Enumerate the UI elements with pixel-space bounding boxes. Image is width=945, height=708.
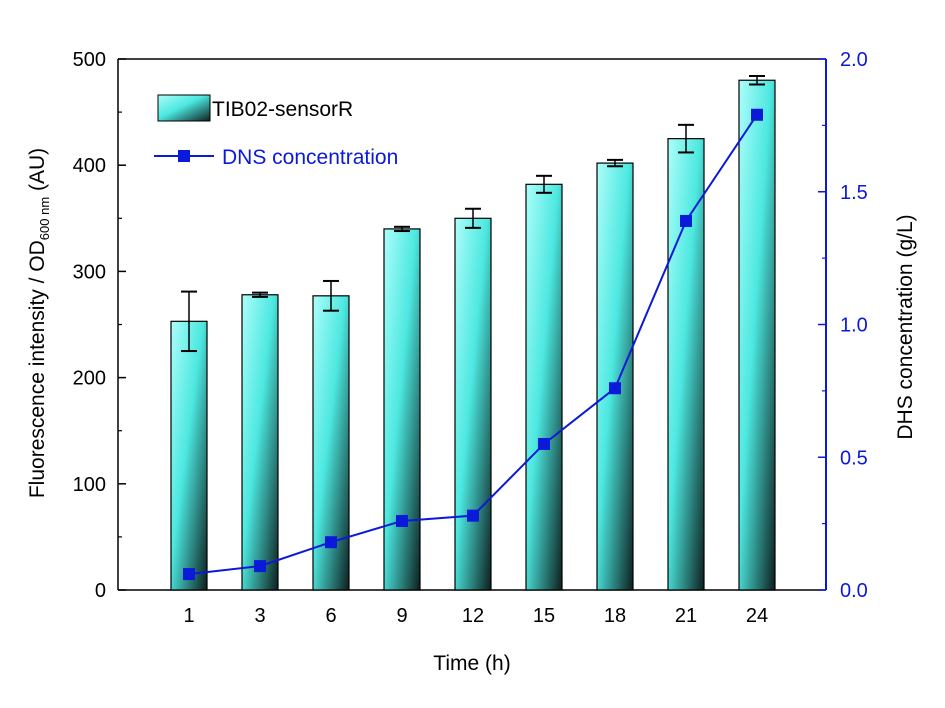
bar: [667, 138, 705, 591]
left-tick-label: 400: [73, 155, 106, 177]
bar: [596, 162, 634, 591]
x-tick-label: 21: [675, 605, 697, 627]
left-axis-ticks: 0 100 200 300 400 500: [73, 49, 126, 602]
right-tick-label: 0.0: [840, 580, 868, 602]
dns-point: [538, 437, 550, 450]
dns-point: [183, 568, 195, 581]
x-tick-label: 3: [254, 605, 265, 627]
left-tick-label: 200: [73, 368, 106, 390]
legend-line-label: DNS concentration: [222, 146, 398, 169]
left-tick-label: 0: [95, 580, 106, 602]
x-tick-label: 15: [533, 605, 555, 627]
dns-point: [609, 382, 621, 395]
y2-axis-title: DHS concentration (g/L): [894, 214, 917, 439]
dns-point: [680, 214, 692, 227]
dns-point: [396, 514, 408, 527]
legend: TIB02-sensorR DNS concentration: [154, 94, 398, 169]
x-axis-ticks: 1 3 6 9 12 15 18 21 24: [183, 584, 768, 627]
bar: [738, 79, 776, 591]
x-tick-label: 12: [462, 605, 484, 627]
y-axis-title: Fluorescence intensity / OD600 nm (AU): [26, 148, 52, 498]
x-tick-label: 9: [396, 605, 407, 627]
left-tick-label: 100: [73, 474, 106, 496]
left-tick-label: 300: [73, 261, 106, 283]
bar: [241, 294, 279, 591]
dns-point: [751, 108, 763, 121]
right-axis-ticks: 0.0 0.5 1.0 1.5 2.0: [818, 49, 868, 602]
left-tick-label: 500: [73, 49, 106, 71]
x-axis-title: Time (h): [433, 652, 510, 675]
bar: [454, 217, 492, 591]
right-tick-label: 0.5: [840, 447, 868, 469]
bar: [525, 183, 563, 591]
legend-bar-swatch: [157, 94, 211, 122]
dns-point: [467, 509, 479, 522]
legend-bar-label: TIB02-sensorR: [212, 98, 353, 121]
line-series: [183, 108, 763, 581]
bar: [170, 320, 208, 591]
x-tick-label: 18: [604, 605, 626, 627]
x-tick-label: 6: [325, 605, 336, 627]
right-tick-label: 1.0: [840, 315, 868, 337]
error-bars: [181, 74, 765, 353]
bar: [383, 228, 421, 591]
dns-point: [254, 560, 266, 573]
x-tick-label: 24: [746, 605, 768, 627]
dns-point: [325, 536, 337, 549]
right-tick-label: 2.0: [840, 49, 868, 71]
right-tick-label: 1.5: [840, 182, 868, 204]
x-tick-label: 1: [183, 605, 194, 627]
legend-line-marker: [178, 150, 190, 162]
